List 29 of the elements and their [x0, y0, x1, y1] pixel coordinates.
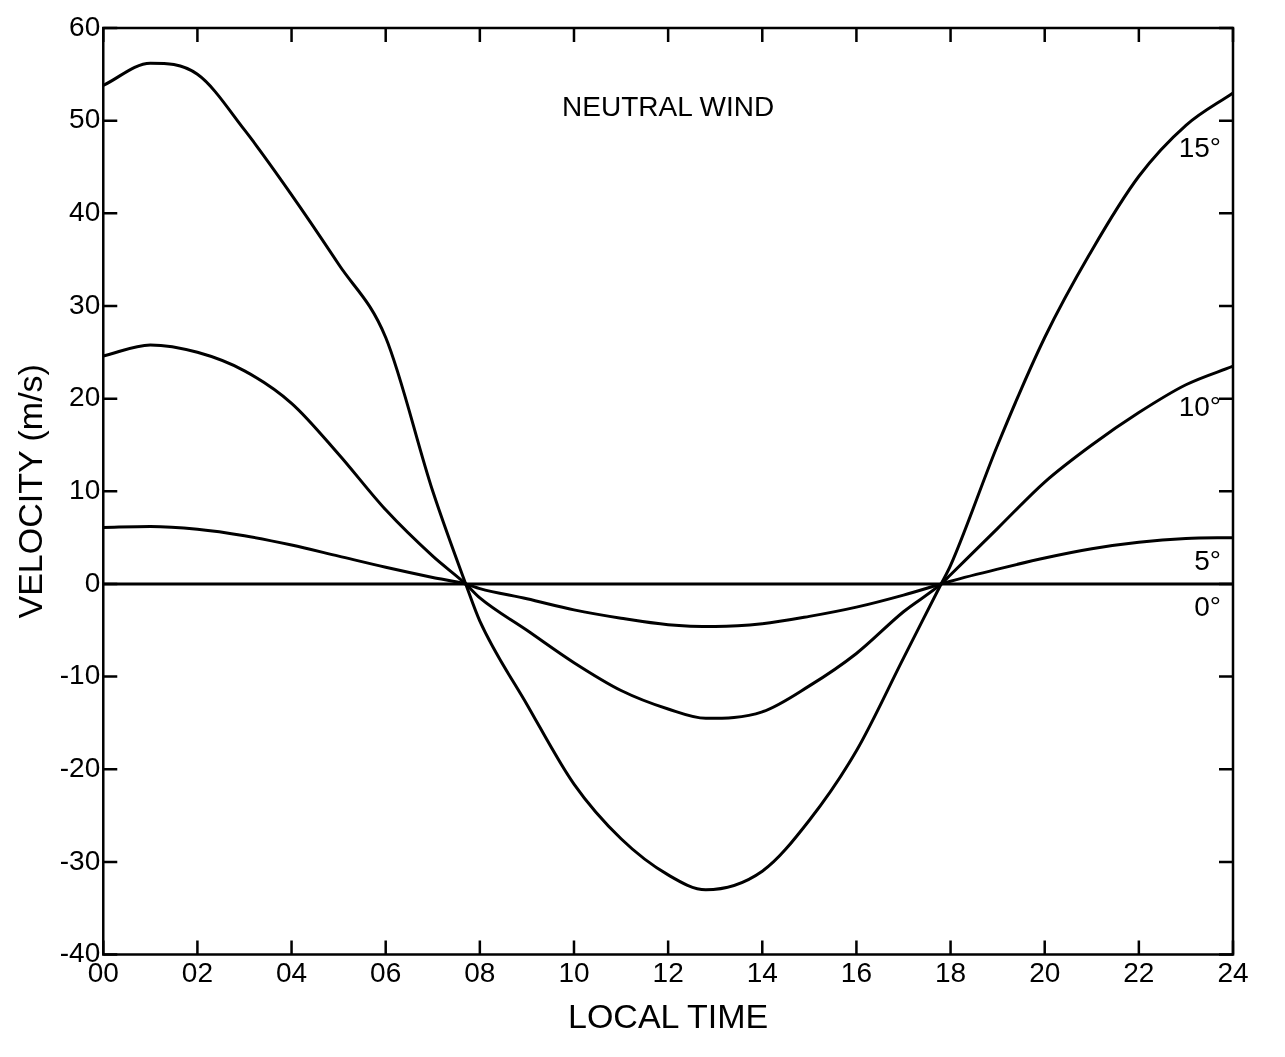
- y-tick-label: -30: [59, 844, 101, 876]
- legend-label: 10°: [1178, 391, 1221, 423]
- x-tick-label: 04: [275, 957, 308, 989]
- x-tick-label: 20: [1029, 957, 1061, 989]
- x-tick-label: 12: [652, 957, 684, 989]
- y-tick-label: 40: [69, 196, 101, 228]
- series-label: 5°: [1194, 545, 1221, 577]
- y-tick-label: 50: [69, 103, 101, 135]
- y-tick-label: -10: [59, 659, 101, 691]
- x-tick-label: 22: [1123, 957, 1155, 989]
- y-tick-label: 60: [69, 10, 101, 42]
- text: NEUTRAL WIND: [562, 90, 775, 122]
- x-tick-label: 02: [181, 957, 213, 989]
- x-tick-label: 18: [934, 957, 967, 989]
- x-tick-label: 24: [1217, 957, 1249, 989]
- x-tick-label: 08: [464, 957, 496, 989]
- legend-label: 0°: [1194, 590, 1221, 622]
- y-tick-label: 30: [69, 288, 101, 320]
- x-tick-label: 14: [746, 957, 778, 989]
- x-tick-label: 06: [370, 957, 402, 989]
- legend-label: 15°: [1178, 132, 1221, 164]
- y-axis-title: VELOCITY (m/s): [10, 364, 49, 619]
- x-tick-label: 16: [840, 957, 872, 989]
- y-tick-label: 20: [69, 381, 101, 413]
- y-tick-label: 0: [84, 566, 101, 598]
- y-tick-label: 10: [69, 474, 101, 506]
- x-tick-label: 10: [558, 957, 590, 989]
- y-tick-label: -20: [59, 752, 101, 783]
- x-axis-title: LOCAL TIME: [567, 996, 769, 1035]
